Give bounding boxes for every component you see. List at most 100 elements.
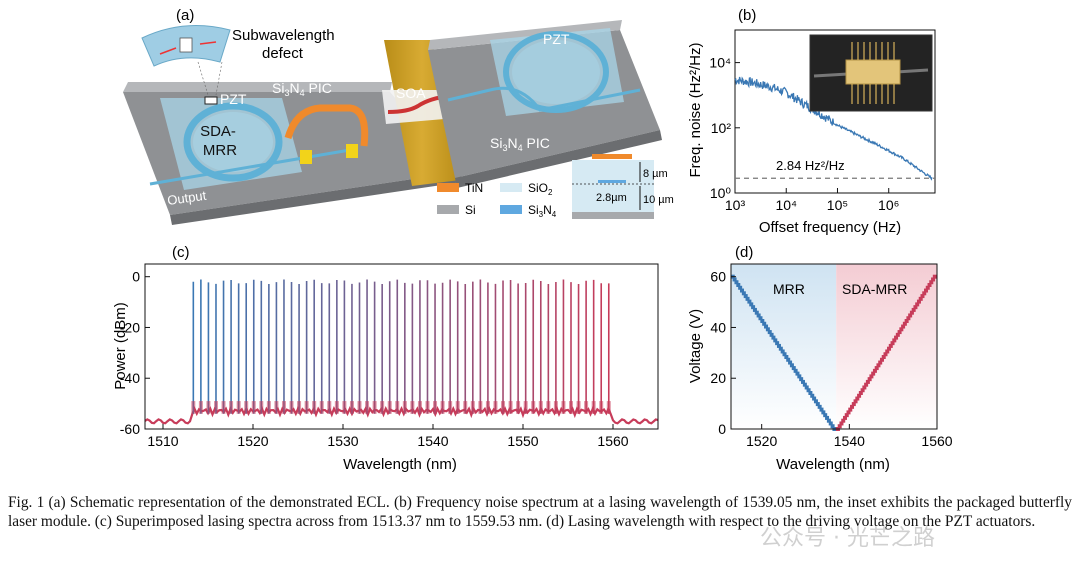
legend-si-swatch: [437, 205, 459, 214]
b-xtick-label: 10⁶: [878, 197, 899, 213]
tuning-point: [858, 391, 863, 395]
materials-legend: TiN Si SiO2 Si3N4: [437, 181, 557, 219]
panel-c-label: (c): [172, 244, 190, 261]
panel-d-label: (d): [735, 244, 753, 261]
tuning-point: [776, 343, 781, 348]
tuning-point: [808, 391, 813, 395]
b-xtick-label: 10⁴: [775, 197, 797, 213]
tuning-point: [908, 313, 913, 318]
tuning-point: [857, 393, 862, 398]
plot-d-xlabel: Wavelength (nm): [776, 456, 890, 473]
bus-waveguide-right: [447, 86, 641, 112]
tuning-point: [867, 377, 872, 382]
tuning-point: [897, 330, 902, 335]
dim-10um: 10 µm: [643, 194, 674, 206]
tuning-point: [872, 368, 877, 373]
tuning-point: [911, 307, 916, 312]
tuning-point: [890, 341, 895, 346]
tuning-point: [732, 277, 737, 282]
tuning-point: [916, 299, 921, 304]
tuning-point: [909, 310, 914, 315]
tuning-point: [775, 341, 780, 346]
figure-caption: Fig. 1 (a) Schematic representation of t…: [8, 494, 1072, 530]
tuning-point: [752, 307, 757, 312]
tuning-point: [864, 382, 869, 387]
tuning-point: [887, 346, 892, 351]
tuning-point: [869, 374, 874, 379]
pic-right-label: Si3N4 PIC: [490, 135, 550, 153]
tuning-point: [817, 404, 822, 409]
tuning-point: [842, 415, 847, 420]
c-ytick-label: -20: [120, 319, 140, 335]
panel-a-schematic: (a) PZT SDA- MRR Si3N4 PIC Output SOA: [123, 7, 674, 225]
region-sda-mrr-label: SDA-MRR: [842, 281, 907, 297]
sda-mrr-ring: [183, 102, 283, 182]
plot-b-frame: [734, 29, 936, 194]
panel-b-label: (b): [738, 7, 756, 24]
panel-a-label: (a): [176, 7, 194, 24]
c-ytick-label: -40: [120, 370, 140, 386]
tuning-point: [922, 291, 927, 296]
tuning-point: [780, 349, 785, 354]
tuning-point: [839, 421, 844, 426]
tuning-point: [764, 324, 769, 329]
tuning-point: [871, 371, 876, 376]
soa-label: SOA: [396, 85, 426, 101]
legend-tin-swatch: [437, 183, 459, 192]
tuning-point: [841, 418, 846, 423]
plot-c-ticks: 1510 1520 1530 1540 1550 1560 0 -20 -40 -60: [120, 269, 629, 449]
tuning-point: [815, 402, 820, 407]
dim-2-8um: 2.8µm: [596, 192, 627, 204]
tuning-point: [791, 366, 796, 371]
tuning-point: [795, 371, 800, 376]
tuning-point: [925, 285, 930, 290]
tuning-point: [819, 407, 824, 412]
tuning-point: [931, 277, 936, 282]
tuning-point: [797, 374, 802, 379]
defect-zoom-inset: Subwavelength defect: [141, 25, 335, 96]
tuning-point: [784, 355, 789, 359]
tuning-point: [876, 363, 881, 368]
tuning-point: [895, 332, 900, 337]
tuning-point: [927, 283, 932, 287]
tuning-point: [778, 346, 783, 351]
legend-sin-label: Si3N4: [528, 203, 557, 219]
tuning-point: [920, 294, 925, 299]
tuning-point: [754, 310, 759, 315]
tuning-point: [767, 330, 772, 335]
tuning-point: [741, 291, 746, 296]
c-xtick-label: 1520: [237, 433, 268, 449]
tuning-point: [762, 321, 767, 326]
d-ytick-label: 20: [710, 370, 726, 386]
tuning-point: [821, 410, 826, 415]
d-xtick-label: 1520: [746, 433, 777, 449]
tuning-point: [902, 321, 907, 326]
d-ytick-label: 40: [710, 319, 726, 335]
figure: (a) PZT SDA- MRR Si3N4 PIC Output SOA: [112, 7, 953, 473]
noise-annotation: 2.84 Hz²/Hz: [776, 158, 845, 173]
heater-pad-right: [346, 144, 358, 158]
tuning-point: [801, 379, 806, 384]
tuning-point: [804, 385, 809, 390]
tuning-point: [878, 360, 883, 365]
panel-d-voltage-tuning: (d) 1520 1540 1560 0 20 40 60 MRR SDA-MRR Volt…: [687, 244, 953, 473]
tuning-point: [760, 319, 765, 323]
plot-d-ylabel: Voltage (V): [687, 309, 704, 383]
tuning-point: [773, 338, 778, 343]
tuning-point: [739, 288, 744, 293]
mrr-label: MRR: [203, 142, 237, 159]
tuning-point: [734, 280, 739, 285]
plot-c-frame: [144, 263, 659, 430]
subwavelength-label: Subwavelength: [232, 27, 335, 44]
b-ytick-label: 10²: [711, 120, 732, 136]
tuning-point: [812, 396, 817, 401]
c-ytick-label: 0: [132, 269, 140, 285]
tuning-point: [853, 399, 858, 404]
tuning-point: [846, 410, 851, 415]
tuning-point: [885, 349, 890, 354]
c-xtick-label: 1540: [417, 433, 448, 449]
tuning-point: [738, 285, 743, 290]
tuning-point: [865, 379, 870, 384]
tuning-point: [765, 327, 770, 332]
left-pic-chip: PZT SDA- MRR Si3N4 PIC Output: [123, 80, 462, 225]
